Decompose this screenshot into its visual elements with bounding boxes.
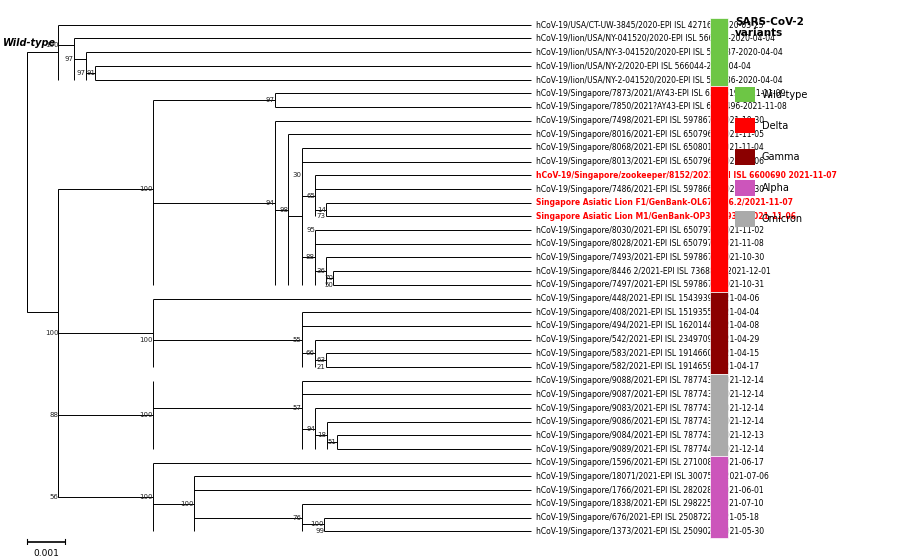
Text: hCoV-19/Singapore/7486/2021-EPI ISL 5978663-2021-10-30: hCoV-19/Singapore/7486/2021-EPI ISL 5978… [536, 185, 763, 193]
Text: hCoV-19/Singapore/8030/2021-EPI ISL 6507977-2021-11-02: hCoV-19/Singapore/8030/2021-EPI ISL 6507… [536, 226, 763, 235]
Text: hCoV-19/Singapore/1373/2021-EPI ISL 2509029-2021-05-30: hCoV-19/Singapore/1373/2021-EPI ISL 2509… [536, 527, 763, 535]
Text: hCoV-19/Singapore/408/2021-EPI ISL 1519355-2021-04-04: hCoV-19/Singapore/408/2021-EPI ISL 15193… [536, 307, 759, 317]
Text: Wild-type: Wild-type [762, 90, 808, 100]
Text: 94: 94 [306, 425, 315, 431]
Text: 66: 66 [306, 350, 315, 356]
Text: 21: 21 [317, 364, 326, 370]
Text: 55: 55 [292, 336, 302, 342]
Text: 50: 50 [324, 282, 333, 288]
Text: Wild-type: Wild-type [3, 38, 56, 48]
Text: hCoV-19/Singapore/zookeeper/8152/2021-EPI ISL 6600690 2021-11-07: hCoV-19/Singapore/zookeeper/8152/2021-EP… [536, 171, 836, 180]
Text: hCoV-19/Singapore/542/2021-EPI ISL 2349709-2021-04-29: hCoV-19/Singapore/542/2021-EPI ISL 23497… [536, 335, 759, 344]
Text: Singapore Asiatic Lion F1/GenBank-OL677176.2/2021-11-07: Singapore Asiatic Lion F1/GenBank-OL6771… [536, 198, 793, 207]
Text: 57: 57 [292, 405, 302, 411]
Text: hCoV-19/Singapore/7873/2021/AY43-EPI ISL 6268519-2021-11-09: hCoV-19/Singapore/7873/2021/AY43-EPI ISL… [536, 89, 785, 98]
Text: hCoV-19/Singapore/8016/2021-EPI ISL 6507963-2021-11-05: hCoV-19/Singapore/8016/2021-EPI ISL 6507… [536, 130, 763, 139]
Text: 100: 100 [45, 330, 58, 336]
Text: hCoV-19/Singapore/8013/2021-EPI ISL 6507960-2021-11-06: hCoV-19/Singapore/8013/2021-EPI ISL 6507… [536, 157, 763, 166]
Text: hCoV-19/Singapore/494/2021-EPI ISL 1620144-2021-04-08: hCoV-19/Singapore/494/2021-EPI ISL 16201… [536, 321, 759, 330]
Text: hCoV-19/Singapore/1838/2021-EPI ISL 2982257-2021-07-10: hCoV-19/Singapore/1838/2021-EPI ISL 2982… [536, 499, 763, 508]
Text: 56: 56 [50, 494, 58, 500]
Text: hCoV-19/Singapore/9087/2021-EPI ISL 7877436-2021-12-14: hCoV-19/Singapore/9087/2021-EPI ISL 7877… [536, 390, 763, 399]
Text: 100: 100 [140, 412, 153, 418]
Text: 63: 63 [317, 357, 326, 363]
Text: Omicron: Omicron [762, 214, 803, 224]
Text: 97: 97 [76, 70, 86, 76]
Text: 100: 100 [180, 501, 194, 507]
Text: 30: 30 [292, 172, 302, 178]
Text: 97: 97 [65, 56, 74, 62]
Text: Alpha: Alpha [762, 183, 790, 193]
Text: Gamma: Gamma [762, 152, 800, 162]
Text: 51: 51 [328, 439, 337, 445]
Text: 65: 65 [306, 193, 315, 199]
Text: 98: 98 [279, 207, 288, 212]
Text: 95: 95 [306, 227, 315, 233]
Text: hCoV-19/Singapore/582/2021-EPI ISL 1914659-2021-04-17: hCoV-19/Singapore/582/2021-EPI ISL 19146… [536, 363, 759, 371]
Text: hCoV-19/Singapore/1766/2021-EPI ISL 2820287-2021-06-01: hCoV-19/Singapore/1766/2021-EPI ISL 2820… [536, 485, 763, 495]
Text: 73: 73 [317, 214, 326, 220]
Text: hCoV-19/USA/CT-UW-3845/2020-EPI ISL 427161-2020-03-25: hCoV-19/USA/CT-UW-3845/2020-EPI ISL 4271… [536, 21, 763, 29]
Text: 0.001: 0.001 [33, 549, 58, 556]
Text: hCoV-19/lion/USA/NY-3-041520/2020-EPI ISL 566037-2020-04-04: hCoV-19/lion/USA/NY-3-041520/2020-EPI IS… [536, 48, 782, 57]
Text: 100: 100 [140, 494, 153, 500]
Text: 76: 76 [292, 514, 302, 520]
Text: SARS-CoV-2
variants: SARS-CoV-2 variants [735, 17, 804, 38]
Text: hCoV-19/Singapore/8068/2021-EPI ISL 6508013-2021-11-04: hCoV-19/Singapore/8068/2021-EPI ISL 6508… [536, 143, 763, 152]
Text: 18: 18 [318, 433, 327, 438]
Text: 100: 100 [310, 522, 324, 527]
Text: hCoV-19/lion/USA/NY-2/2020-EPI ISL 566044-2020-04-04: hCoV-19/lion/USA/NY-2/2020-EPI ISL 56604… [536, 61, 751, 71]
Text: Singapore Asiatic Lion M1/GenBank-OP393893.1/2021-11-06: Singapore Asiatic Lion M1/GenBank-OP3938… [536, 212, 796, 221]
Text: hCoV-19/Singapore/7498/2021-EPI ISL 5978675-2021-10-30: hCoV-19/Singapore/7498/2021-EPI ISL 5978… [536, 116, 763, 125]
Text: 100: 100 [140, 186, 153, 192]
Text: hCoV-19/Singapore/8028/2021-EPI ISL 6507975-2021-11-08: hCoV-19/Singapore/8028/2021-EPI ISL 6507… [536, 239, 763, 249]
Text: hCoV-19/Singapore/9086/2021-EPI ISL 7877435-2021-12-14: hCoV-19/Singapore/9086/2021-EPI ISL 7877… [536, 417, 763, 426]
Text: hCoV-19/Singapore/9083/2021-EPI ISL 7877432-2021-12-14: hCoV-19/Singapore/9083/2021-EPI ISL 7877… [536, 404, 763, 413]
Text: hCoV-19/Singapore/8446 2/2021-EPI ISL 7368886-2021-12-01: hCoV-19/Singapore/8446 2/2021-EPI ISL 73… [536, 267, 770, 276]
Text: 100: 100 [140, 336, 153, 342]
Text: hCoV-19/Singapore/583/2021-EPI ISL 1914660-2021-04-15: hCoV-19/Singapore/583/2021-EPI ISL 19146… [536, 349, 759, 358]
Text: 88: 88 [50, 412, 58, 418]
Text: hCoV-19/Singapore/9089/2021-EPI ISL 7877444-2021-12-14: hCoV-19/Singapore/9089/2021-EPI ISL 7877… [536, 445, 763, 454]
Text: 70: 70 [324, 275, 333, 281]
Text: 14: 14 [317, 207, 326, 212]
Text: Delta: Delta [762, 121, 788, 131]
Text: hCoV-19/Singapore/448/2021-EPI ISL 1543939-2021-04-06: hCoV-19/Singapore/448/2021-EPI ISL 15439… [536, 294, 759, 303]
Text: hCoV-19/Singapore/676/2021-EPI ISL 2508722-2021-05-18: hCoV-19/Singapore/676/2021-EPI ISL 25087… [536, 513, 759, 522]
Text: 94: 94 [266, 200, 274, 206]
Text: 36: 36 [317, 268, 326, 274]
Text: hCoV-19/Singapore/7850/2021?AY43-EPI ISL 6268496-2021-11-08: hCoV-19/Singapore/7850/2021?AY43-EPI ISL… [536, 102, 787, 111]
Text: hCoV-19/Singapore/7497/2021-EPI ISL 5978674-2021-10-31: hCoV-19/Singapore/7497/2021-EPI ISL 5978… [536, 280, 763, 289]
Text: hCoV-19/Singapore/18071/2021-EPI ISL 3007589-2021-07-06: hCoV-19/Singapore/18071/2021-EPI ISL 300… [536, 472, 769, 481]
Text: hCoV-19/lion/USA/NY-2-041520/2020-EPI ISL 566036-2020-04-04: hCoV-19/lion/USA/NY-2-041520/2020-EPI IS… [536, 75, 782, 84]
Text: 91: 91 [86, 70, 95, 76]
Text: 97: 97 [266, 97, 274, 103]
Text: 88: 88 [306, 255, 315, 260]
Text: hCoV-19/Singapore/7493/2021-EPI ISL 5978670-2021-10-30: hCoV-19/Singapore/7493/2021-EPI ISL 5978… [536, 253, 764, 262]
Text: hCoV-19/Singapore/9088/2021-EPI ISL 7877437-2021-12-14: hCoV-19/Singapore/9088/2021-EPI ISL 7877… [536, 376, 763, 385]
Text: hCoV-19/lion/USA/NY-041520/2020-EPI ISL 566038-2020-04-04: hCoV-19/lion/USA/NY-041520/2020-EPI ISL … [536, 34, 775, 43]
Text: 99: 99 [315, 528, 324, 534]
Text: hCoV-19/Singapore/9084/2021-EPI ISL 7877434-2021-12-13: hCoV-19/Singapore/9084/2021-EPI ISL 7877… [536, 431, 763, 440]
Text: 100: 100 [45, 42, 58, 48]
Text: hCoV-19/Singapore/1596/2021-EPI ISL 2710081-2021-06-17: hCoV-19/Singapore/1596/2021-EPI ISL 2710… [536, 458, 763, 467]
